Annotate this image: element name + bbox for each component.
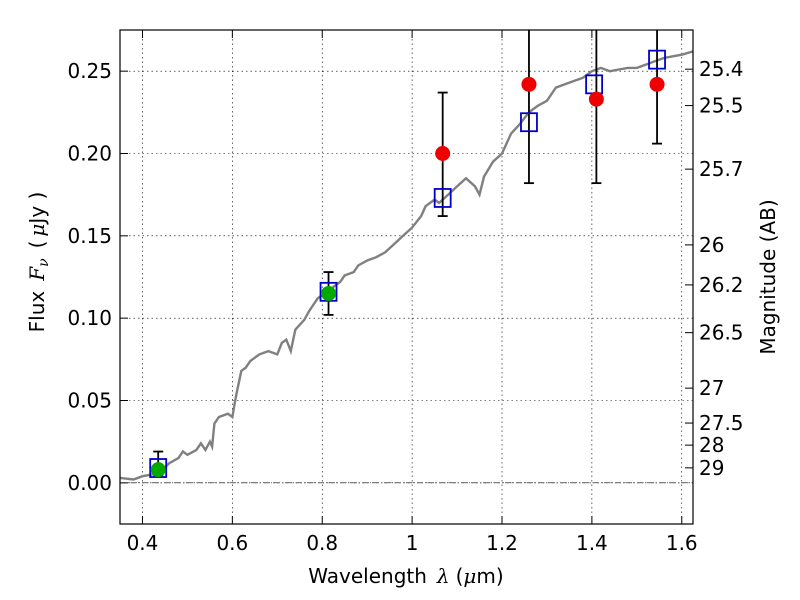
y-tick-label: 0.05: [67, 389, 112, 413]
y2-tick-label: 26: [699, 233, 724, 257]
y2-tick-label: 26.2: [699, 273, 744, 297]
x-tick-label: 0.6: [216, 531, 248, 555]
observed-point-red: [521, 76, 537, 92]
y2-tick-label: 29: [699, 456, 724, 480]
model-spectrum-line: [120, 50, 693, 481]
y-tick-label: 0.10: [67, 306, 112, 330]
model-flux-square: [433, 188, 452, 208]
y-tick-label: 0.20: [67, 142, 112, 166]
x-tick-label: 1.4: [576, 531, 608, 555]
observed-point-red: [649, 76, 665, 92]
x-tick-label: 1.2: [486, 531, 518, 555]
grid-lines: [120, 30, 693, 524]
x-tick-label: 0.4: [127, 531, 159, 555]
y2-tick-label: 25.5: [699, 94, 744, 118]
y-tick-label: 0.00: [67, 471, 112, 495]
model-flux-square: [648, 49, 666, 70]
y2-tick-label: 26.5: [699, 321, 744, 345]
y-tick-label: 0.25: [67, 59, 112, 83]
axis-ticks: 0.4 0.6 0.8 1 1.2 1.4 1.6 0.00 0.05 0.10 0.15 0.20 0…: [67, 30, 744, 555]
y2-tick-label: 25.4: [699, 57, 744, 81]
plot-frame: [119, 29, 694, 525]
x-axis-title: Wavelength λ (μm): [308, 564, 503, 588]
observed-point-green: [321, 285, 337, 301]
y2-tick-label: 27.5: [699, 411, 744, 435]
x-tick-label: 0.8: [306, 531, 338, 555]
plot-area: [120, 30, 693, 484]
x-tick-label: 1.6: [666, 531, 698, 555]
y2-tick-label: 27: [699, 376, 724, 400]
y2-tick-label: 28: [699, 433, 724, 457]
x-tick-label: 1: [406, 531, 419, 555]
observed-point-green: [150, 462, 166, 478]
y-axis-title: FluxFν(μJy ): [25, 192, 52, 333]
model-flux-square: [520, 112, 538, 133]
y2-tick-label: 25.7: [699, 157, 744, 181]
y2-axis-title: Magnitude (AB): [756, 199, 780, 354]
y-tick-label: 0.15: [67, 224, 112, 248]
observed-point-red: [435, 146, 451, 161]
observed-point-red: [588, 91, 604, 107]
